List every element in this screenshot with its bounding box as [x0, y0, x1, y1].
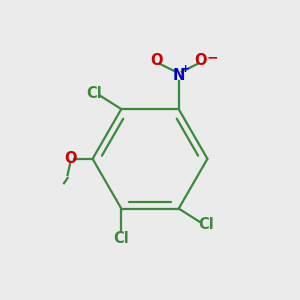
Text: −: −: [206, 51, 218, 64]
Text: O: O: [194, 53, 207, 68]
Text: O: O: [150, 53, 163, 68]
Text: O: O: [64, 151, 77, 166]
Text: Cl: Cl: [113, 231, 129, 246]
Text: Cl: Cl: [86, 86, 102, 101]
Text: N: N: [172, 68, 185, 83]
Text: Cl: Cl: [198, 217, 214, 232]
Text: +: +: [181, 64, 190, 74]
